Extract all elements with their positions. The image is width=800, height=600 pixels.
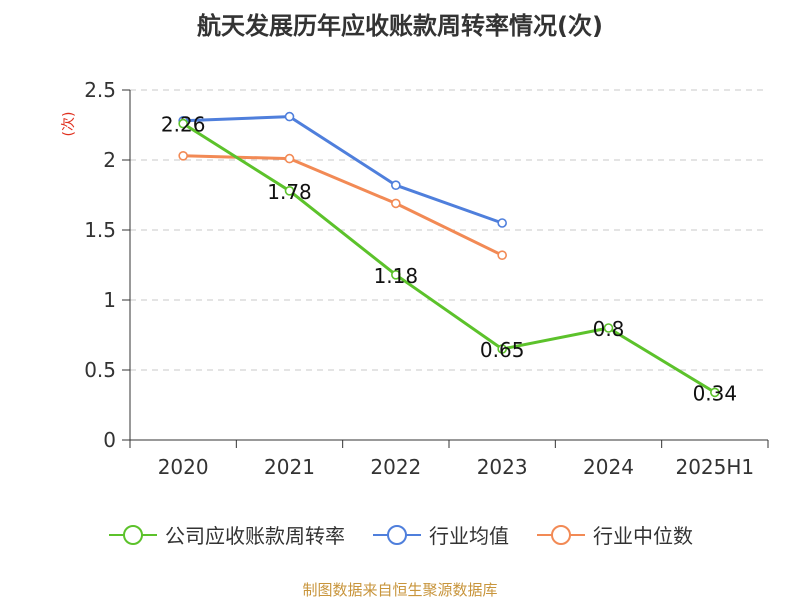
data-point [497, 218, 507, 228]
y-tick-label: 0.5 [84, 358, 116, 382]
data-label: 0.65 [480, 338, 525, 362]
data-label: 1.78 [267, 180, 312, 204]
data-point [284, 111, 295, 122]
chart-title: 航天发展历年应收账款周转率情况(次) [197, 12, 603, 40]
y-tick-label: 1.5 [84, 218, 116, 242]
data-label: 0.34 [693, 381, 738, 405]
legend-label: 行业中位数 [593, 524, 693, 548]
legend-swatch-marker [387, 524, 407, 545]
legend-swatch [109, 524, 157, 545]
legend-item[interactable]: 公司应收账款周转率 [107, 520, 345, 549]
data-label: 0.8 [593, 317, 625, 341]
data-point [391, 180, 401, 190]
legend-swatch [537, 524, 585, 545]
legend: 公司应收账款周转率 行业均值 行业中位数 [0, 520, 800, 549]
data-point [178, 118, 188, 129]
data-point [284, 186, 295, 196]
data-point [391, 198, 401, 209]
legend-swatch [373, 524, 421, 545]
data-label: 2.26 [161, 113, 206, 137]
x-tick-label: 2021 [264, 455, 315, 479]
data-point [284, 153, 295, 164]
y-tick-label: 2 [103, 148, 116, 172]
x-tick-label: 2022 [370, 455, 421, 479]
source-note: 制图数据来自恒生聚源数据库 [302, 581, 498, 599]
legend-swatch-marker [123, 524, 143, 545]
x-tick-label: 2025H1 [675, 455, 754, 479]
y-tick-label: 1 [103, 288, 116, 312]
data-point [178, 151, 188, 161]
legend-item[interactable]: 行业均值 [371, 520, 509, 549]
x-tick-label: 2023 [477, 455, 528, 479]
x-tick-label: 2024 [583, 455, 634, 479]
data-point [710, 387, 720, 398]
y-axis-label: (次) [61, 112, 77, 137]
y-tick-label: 2.5 [84, 78, 116, 102]
legend-item[interactable]: 行业中位数 [535, 520, 693, 549]
x-tick-label: 2020 [158, 455, 209, 479]
data-point [497, 344, 507, 354]
legend-label: 行业均值 [429, 524, 509, 548]
data-point [603, 323, 614, 333]
legend-label: 公司应收账款周转率 [165, 524, 345, 548]
series-line [183, 115, 503, 225]
data-point [391, 269, 401, 280]
legend-swatch-marker [551, 524, 571, 545]
data-point [497, 250, 507, 260]
y-tick-label: 0 [103, 428, 116, 452]
series-line [182, 122, 716, 394]
data-label: 1.18 [374, 264, 419, 288]
